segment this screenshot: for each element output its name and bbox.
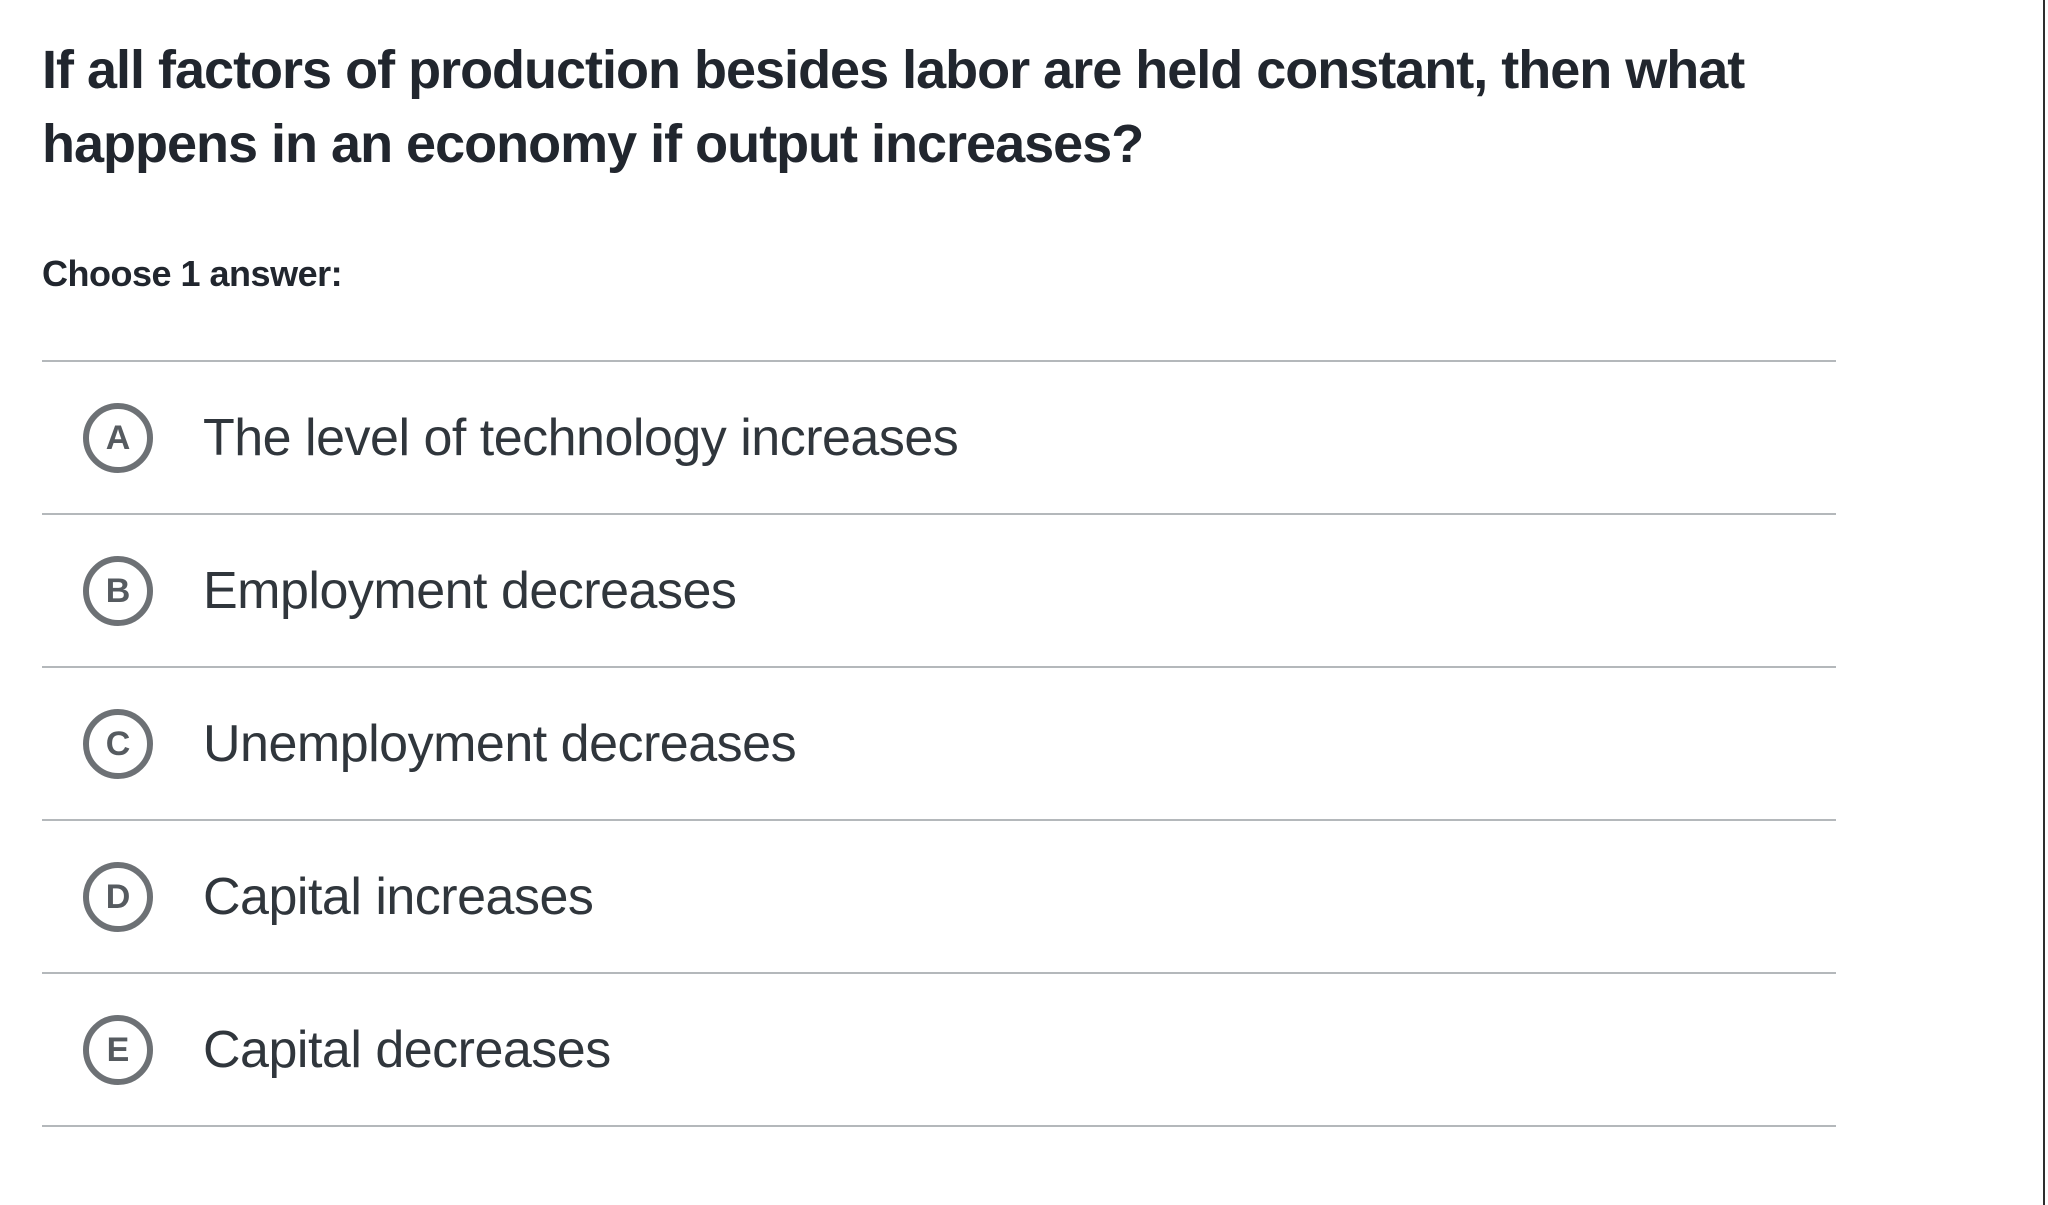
answer-option-d-label: Capital increases [203, 867, 594, 926]
choice-letter-e: E [106, 1030, 130, 1069]
radio-button-a[interactable]: A [83, 402, 153, 473]
question-content: If all factors of production besides lab… [42, 0, 1836, 1127]
choose-answer-prompt: Choose 1 answer: [42, 253, 343, 294]
answer-option-e[interactable]: E Capital decreases [42, 974, 1836, 1127]
choice-letter-d: D [105, 877, 131, 916]
radio-button-d[interactable]: D [83, 861, 153, 932]
choice-letter-c: C [105, 724, 131, 763]
answer-option-a[interactable]: A The level of technology increases [42, 362, 1836, 515]
question-text: If all factors of production besides lab… [42, 33, 1836, 181]
answer-option-a-label: The level of technology increases [203, 408, 959, 467]
choice-letter-b: B [105, 571, 131, 610]
question-line-2: happens in an economy if output increase… [42, 114, 1144, 174]
answer-option-c[interactable]: C Unemployment decreases [42, 668, 1836, 821]
answer-option-e-label: Capital decreases [203, 1020, 611, 1079]
answer-option-d[interactable]: D Capital increases [42, 821, 1836, 974]
answer-option-b[interactable]: B Employment decreases [42, 515, 1836, 668]
answer-options-list: A The level of technology increases B Em… [42, 360, 1836, 1127]
radio-button-c[interactable]: C [83, 708, 153, 779]
radio-button-b[interactable]: B [83, 555, 153, 626]
answer-option-b-label: Employment decreases [203, 561, 737, 620]
choice-letter-a: A [105, 418, 131, 457]
screenshot-right-edge-line [2043, 0, 2045, 1205]
answer-option-c-label: Unemployment decreases [203, 714, 797, 773]
radio-button-e[interactable]: E [83, 1014, 153, 1085]
question-line-1: If all factors of production besides lab… [42, 40, 1745, 100]
